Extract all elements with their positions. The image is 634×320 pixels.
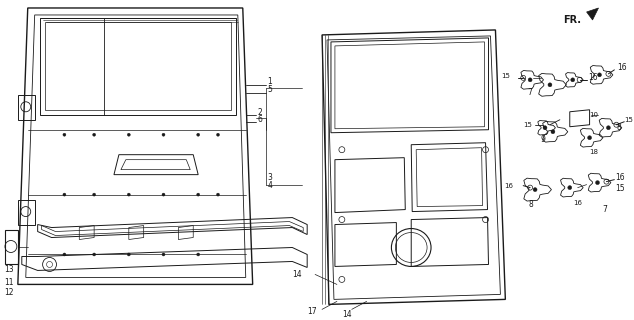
Text: 17: 17 [307, 307, 317, 316]
Text: 6: 6 [257, 115, 262, 124]
Text: 14: 14 [342, 310, 352, 319]
Circle shape [162, 193, 165, 196]
Text: FR.: FR. [563, 15, 581, 25]
Text: 3: 3 [268, 173, 273, 182]
Polygon shape [586, 8, 598, 20]
Text: 8: 8 [616, 123, 621, 132]
Circle shape [216, 133, 219, 136]
Text: 10: 10 [590, 112, 598, 118]
Circle shape [127, 193, 131, 196]
Circle shape [63, 193, 66, 196]
Text: 15: 15 [624, 117, 633, 123]
Text: 16: 16 [504, 183, 514, 188]
Circle shape [197, 253, 200, 256]
Circle shape [528, 78, 532, 82]
Circle shape [63, 253, 66, 256]
Text: 2: 2 [257, 108, 262, 117]
Circle shape [568, 186, 572, 190]
Circle shape [127, 133, 131, 136]
Text: 16: 16 [618, 63, 627, 72]
Text: 12: 12 [4, 288, 13, 297]
Text: 1: 1 [268, 77, 272, 86]
Text: 7: 7 [527, 88, 532, 97]
Circle shape [551, 130, 555, 134]
Text: 4: 4 [268, 181, 273, 190]
Circle shape [533, 188, 537, 192]
Text: 16: 16 [573, 200, 582, 205]
Circle shape [197, 193, 200, 196]
Circle shape [127, 253, 131, 256]
Circle shape [197, 133, 200, 136]
Text: 7: 7 [602, 205, 607, 214]
Circle shape [216, 193, 219, 196]
Text: 18: 18 [590, 149, 598, 155]
Circle shape [543, 126, 547, 130]
Text: 16: 16 [616, 173, 625, 182]
Circle shape [162, 253, 165, 256]
Text: 16: 16 [588, 73, 598, 82]
Circle shape [548, 83, 552, 87]
Circle shape [63, 133, 66, 136]
Text: 15: 15 [501, 73, 510, 79]
Circle shape [162, 133, 165, 136]
Text: 11: 11 [4, 278, 13, 287]
Circle shape [595, 180, 600, 185]
Circle shape [93, 253, 96, 256]
Circle shape [93, 193, 96, 196]
Text: 13: 13 [4, 265, 13, 274]
Text: 15: 15 [616, 184, 625, 193]
Text: 5: 5 [268, 85, 273, 94]
Text: 9: 9 [540, 135, 545, 144]
Circle shape [597, 73, 602, 77]
Circle shape [93, 133, 96, 136]
Text: 8: 8 [528, 200, 533, 209]
Circle shape [607, 126, 611, 130]
Circle shape [571, 78, 574, 82]
Circle shape [588, 136, 592, 140]
Text: 15: 15 [523, 122, 532, 128]
Text: 14: 14 [293, 270, 302, 279]
